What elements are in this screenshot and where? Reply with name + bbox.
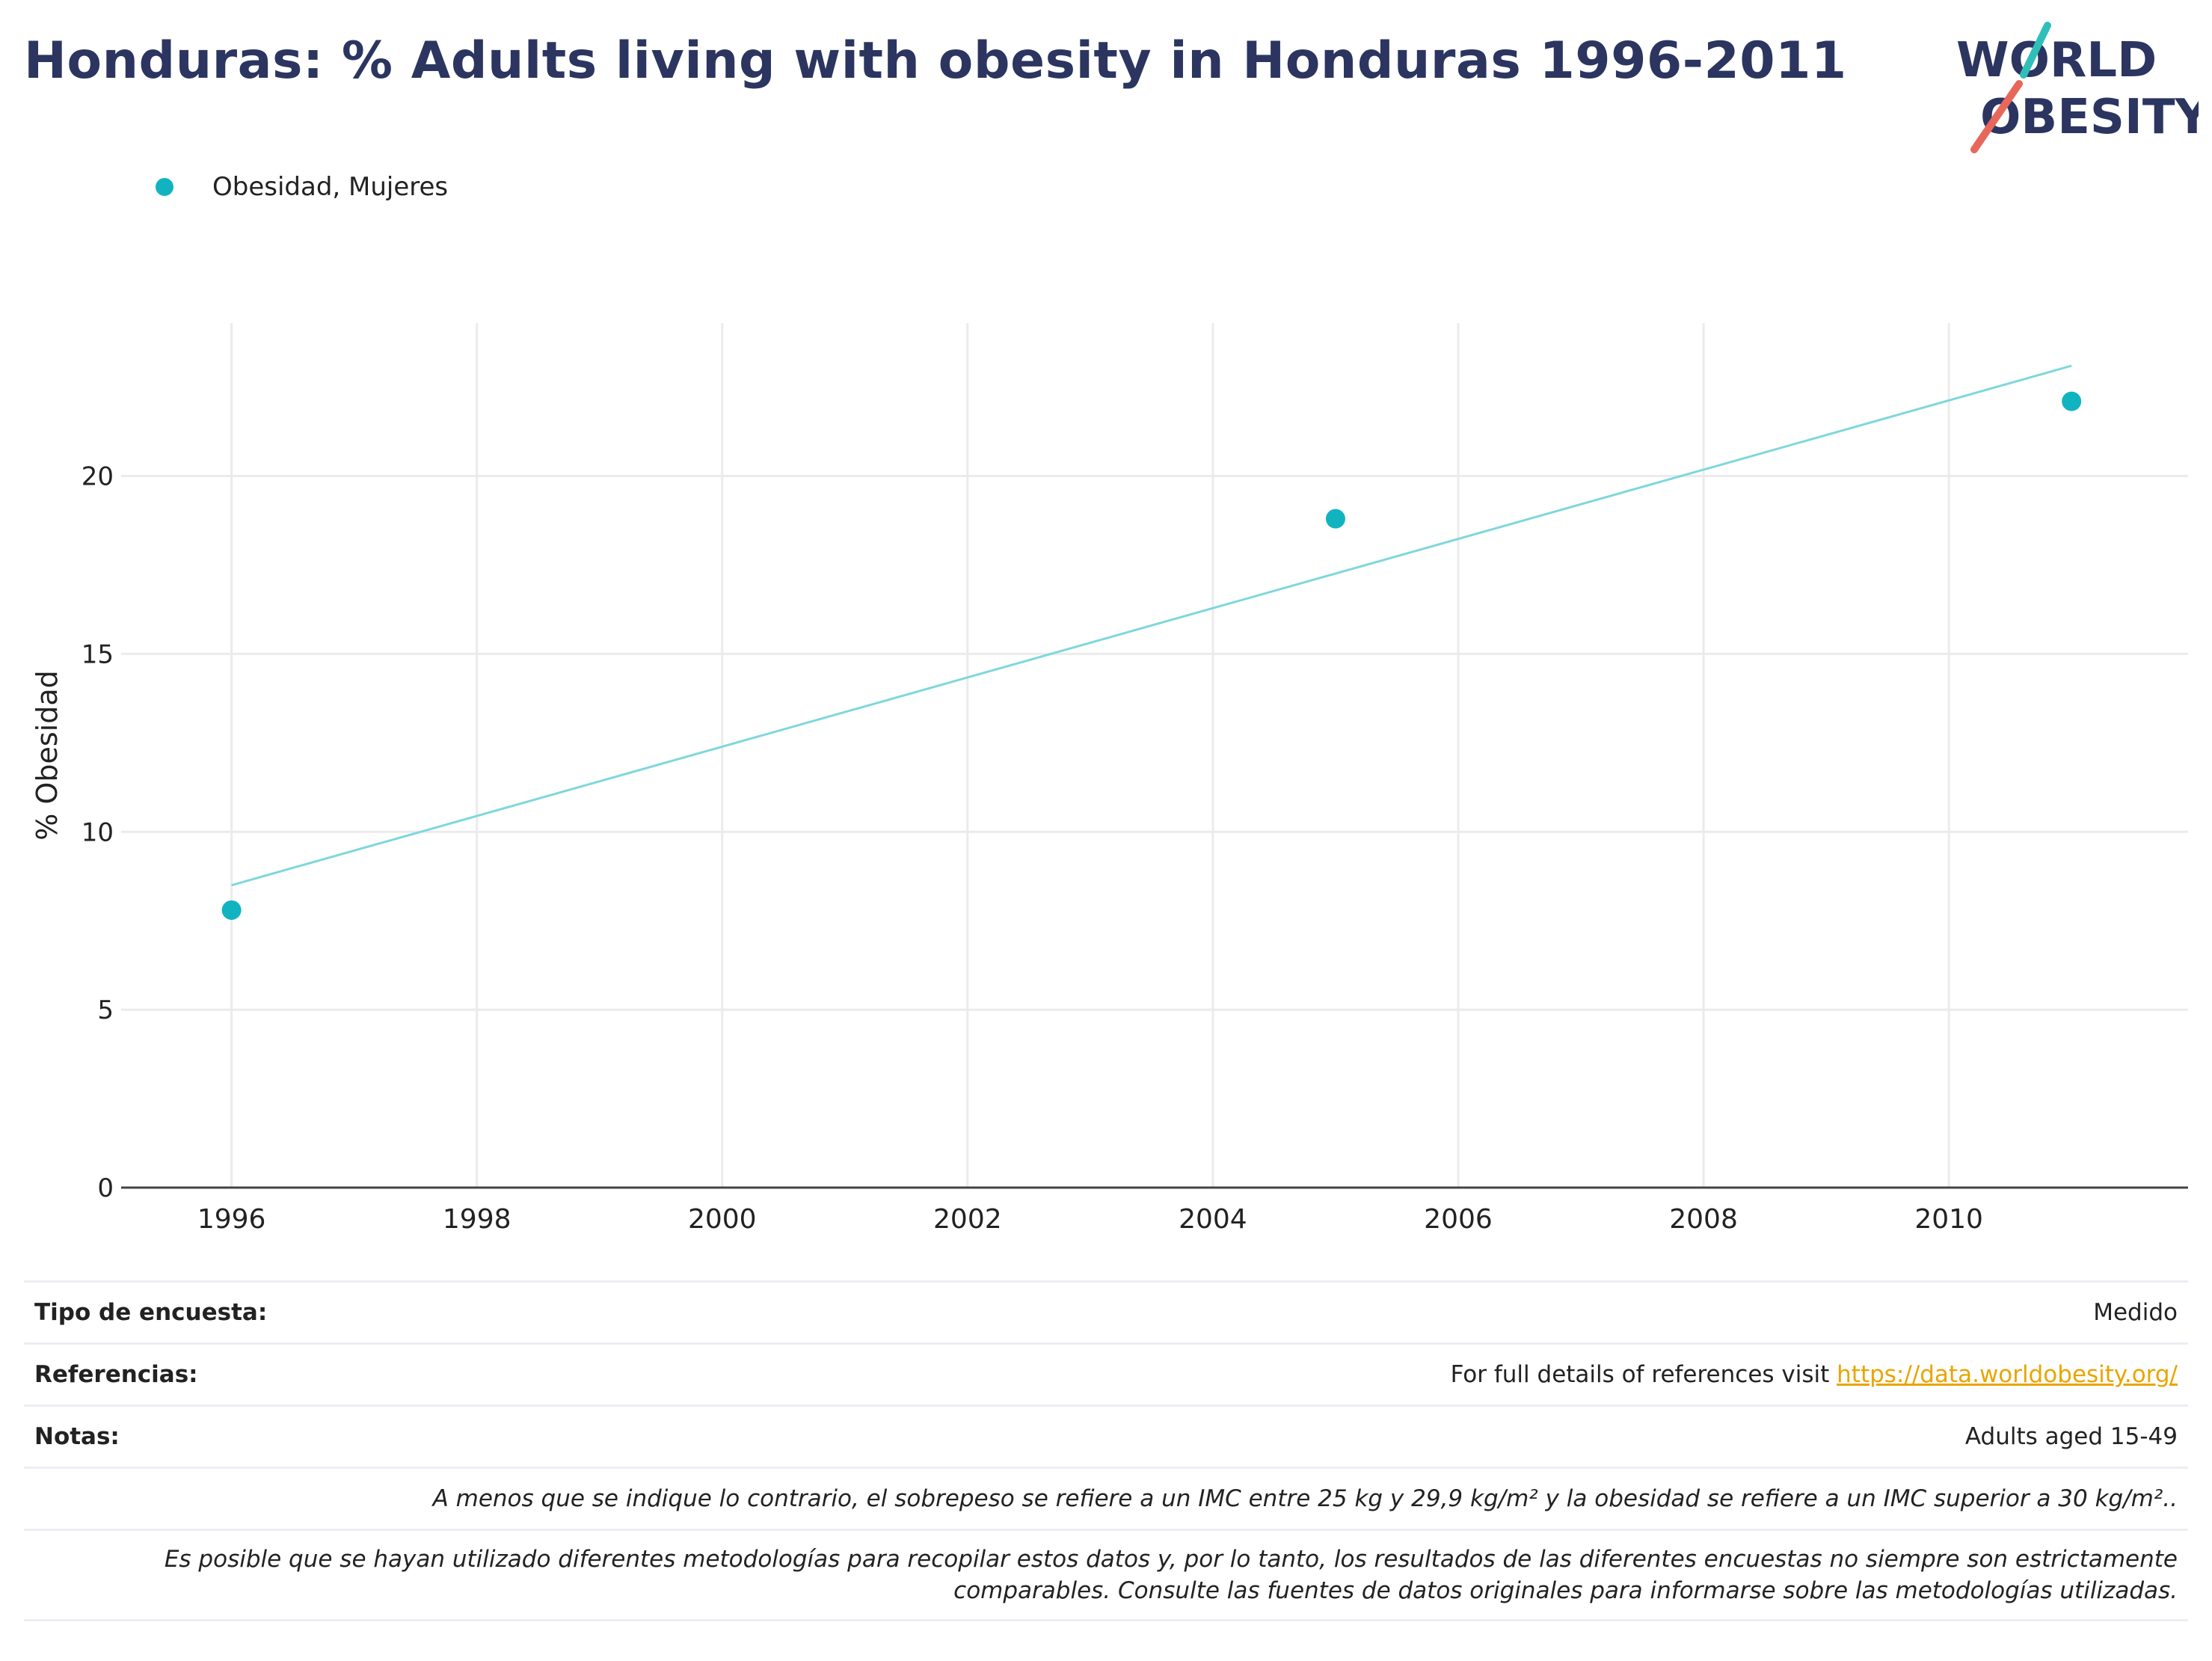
- y-tick-label: 10: [82, 817, 114, 847]
- chart-title: Honduras: % Adults living with obesity i…: [24, 31, 1847, 90]
- info-table: Tipo de encuesta: Medido Referencias: Fo…: [24, 1280, 2188, 1621]
- bmi-note-row: A menos que se indique lo contrario, el …: [24, 1467, 2188, 1529]
- data-point: [1325, 509, 1345, 529]
- methodology-note-row: Es posible que se hayan utilizado difere…: [24, 1529, 2188, 1621]
- references-value: For full details of references visit htt…: [1451, 1361, 2178, 1388]
- legend: Obesidad, Mujeres: [156, 171, 448, 203]
- x-tick-label: 2002: [933, 1204, 1002, 1235]
- data-point: [2062, 391, 2082, 411]
- axis-labels: 1996 1998 2000 2002 2004 2006 2008 2010 0 5 10 15 20…: [31, 462, 1983, 1235]
- survey-type-row: Tipo de encuesta: Medido: [24, 1280, 2188, 1342]
- notes-row: Notas: Adults aged 15-49: [24, 1404, 2188, 1467]
- world-obesity-logo: WORLD OBESITY: [1956, 22, 2199, 153]
- y-tick-label: 15: [82, 639, 114, 669]
- methodology-note: Es posible que se hayan utilizado difere…: [164, 1546, 2178, 1604]
- y-tick-label: 5: [97, 995, 114, 1025]
- references-label: Referencias:: [34, 1361, 198, 1388]
- references-row: Referencias: For full details of referen…: [24, 1342, 2188, 1404]
- survey-type-label: Tipo de encuesta:: [34, 1299, 268, 1326]
- data-point: [221, 900, 242, 920]
- svg-text:WORLD: WORLD: [1956, 33, 2157, 88]
- trendline: [231, 364, 2072, 887]
- notes-label: Notas:: [34, 1423, 120, 1450]
- survey-type-value: Medido: [2093, 1299, 2178, 1326]
- x-tick-label: 2010: [1914, 1204, 1983, 1235]
- trendline-segment: [231, 364, 2072, 887]
- y-axis-title: % Obesidad: [31, 670, 64, 840]
- x-tick-label: 1998: [443, 1204, 511, 1235]
- y-tick-label: 20: [82, 462, 114, 492]
- x-tick-label: 1996: [197, 1204, 266, 1235]
- legend-label: Obesidad, Mujeres: [212, 172, 449, 202]
- legend-marker: [156, 178, 173, 196]
- x-tick-label: 2004: [1179, 1204, 1247, 1235]
- x-tick-label: 2008: [1669, 1204, 1738, 1235]
- references-link[interactable]: https://data.worldobesity.org/: [1837, 1361, 2178, 1388]
- svg-text:OBESITY: OBESITY: [1980, 90, 2199, 145]
- references-prefix: For full details of references visit: [1450, 1361, 1837, 1388]
- notes-value: Adults aged 15-49: [1964, 1423, 2178, 1450]
- x-tick-label: 2000: [688, 1204, 757, 1235]
- x-tick-label: 2006: [1424, 1204, 1493, 1235]
- grid: [121, 323, 2188, 1188]
- data-points: [221, 391, 2082, 920]
- y-tick-label: 0: [97, 1173, 114, 1203]
- scatter-chart: 1996 1998 2000 2002 2004 2006 2008 2010 0 5 10 15 20…: [31, 323, 2188, 1235]
- bmi-note: A menos que se indique lo contrario, el …: [432, 1485, 2178, 1512]
